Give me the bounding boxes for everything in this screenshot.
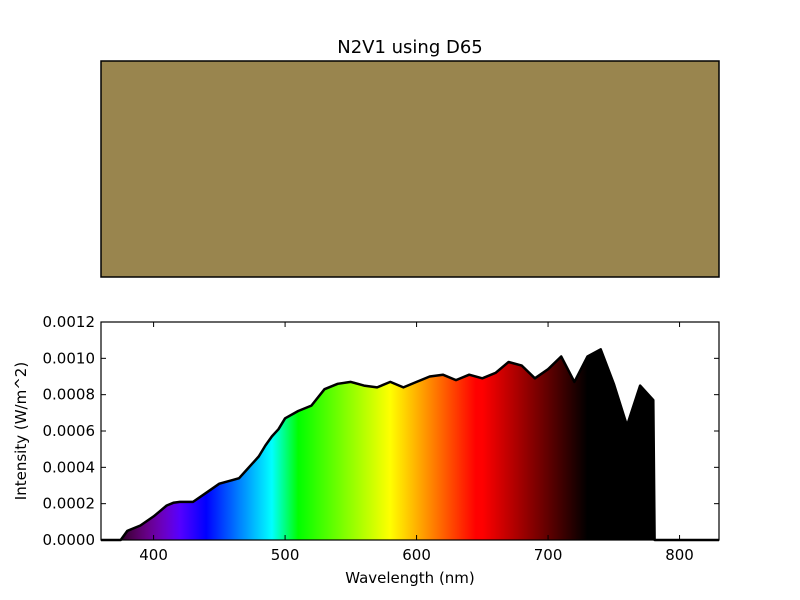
x-axis-label: Wavelength (nm) xyxy=(345,569,475,587)
y-axis-label: Intensity (W/m^2) xyxy=(12,362,30,500)
x-tick-label: 600 xyxy=(402,546,431,564)
color-swatch xyxy=(100,60,720,278)
y-tick-label: 0.0012 xyxy=(43,313,96,331)
y-tick-label: 0.0010 xyxy=(43,349,96,367)
y-axis: 0.0000 0.0002 0.0004 0.0006 0.0008 0.0010 0.00… xyxy=(43,313,719,549)
y-tick-label: 0.0008 xyxy=(43,386,96,404)
y-tick-label: 0.0006 xyxy=(43,422,96,440)
x-tick-label: 800 xyxy=(665,546,694,564)
spectrum-line xyxy=(101,348,719,542)
x-tick-label: 400 xyxy=(139,546,168,564)
y-tick-label: 0.0002 xyxy=(43,495,96,513)
y-tick-label: 0.0004 xyxy=(43,458,96,476)
spectrum-fill xyxy=(101,349,719,540)
x-tick-label: 500 xyxy=(271,546,300,564)
y-tick-label: 0.0000 xyxy=(43,531,96,549)
spectrum-plot: 0.0000 0.0002 0.0004 0.0006 0.0008 0.0010 0.00… xyxy=(12,313,720,587)
chart-title: N2V1 using D65 xyxy=(337,37,483,58)
x-tick-label: 700 xyxy=(534,546,563,564)
x-axis: 400 500 600 700 800 xyxy=(139,322,694,564)
